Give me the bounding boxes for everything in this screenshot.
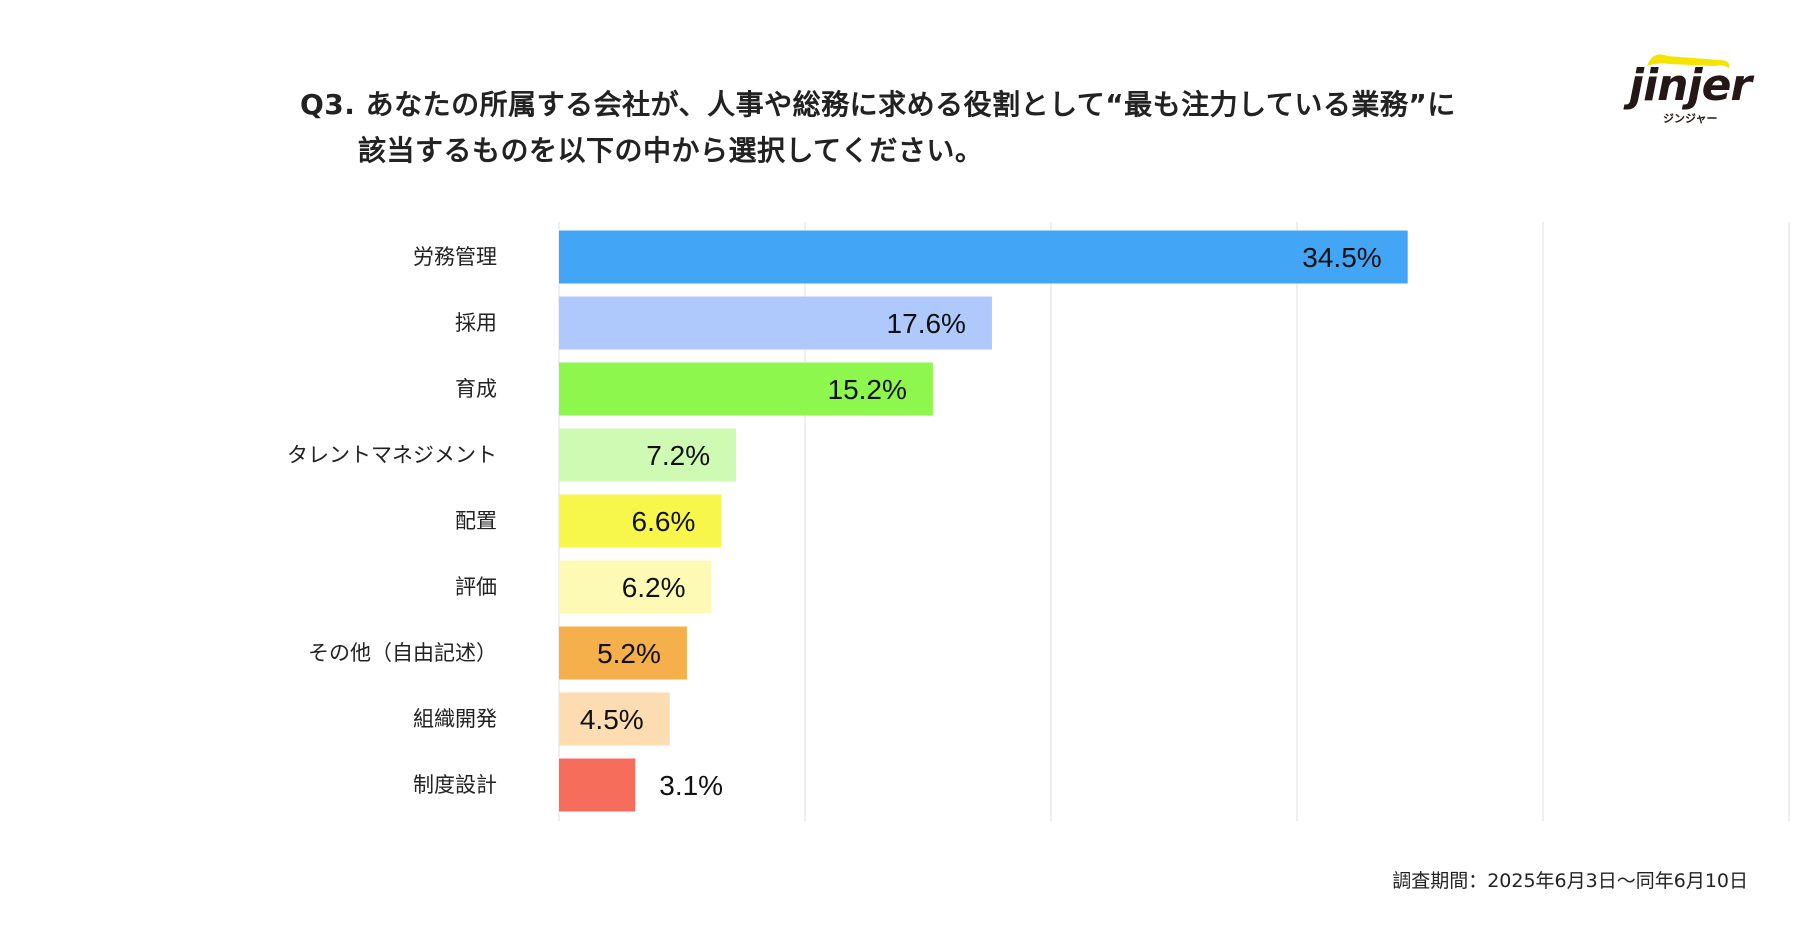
value-label: 34.5% [1302,242,1381,273]
bar [559,692,670,746]
value-label: 15.2% [828,374,907,405]
category-label: 育成 [455,377,497,401]
bar [559,296,992,350]
bar [559,428,737,482]
category-label: 制度設計 [413,773,497,797]
bar [559,626,687,680]
value-label: 6.2% [622,572,686,603]
chart-title: Q3. あなたの所属する会社が、人事や総務に求める役割として“最も注力している業… [300,82,1456,174]
jinjer-logo: jinjer ジンジャー [1625,48,1755,128]
logo-roof-icon [1647,54,1730,68]
value-label: 7.2% [646,440,710,471]
value-label: 5.2% [597,638,661,669]
category-label: 労務管理 [413,245,497,269]
category-label: 評価 [455,575,497,599]
value-label: 6.6% [632,506,696,537]
bar [559,494,722,548]
bar [559,560,712,614]
category-label: 組織開発 [413,707,497,731]
logo-word: jinjer [1629,60,1752,111]
survey-period: 調査期間：2025年6月3日〜同年6月10日 [1392,870,1748,892]
bar [559,362,933,416]
category-label: その他（自由記述） [308,641,497,665]
bar [559,230,1408,284]
category-label: タレントマネジメント [287,443,497,467]
title-line-2: 該当するものを以下の中から選択してください。 [358,134,984,167]
value-label: 4.5% [580,704,644,735]
value-label: 3.1% [659,770,723,801]
title-line-1: Q3. あなたの所属する会社が、人事や総務に求める役割として“最も注力している業… [300,88,1456,121]
bar [559,758,636,812]
value-label: 17.6% [887,308,966,339]
category-label: 配置 [455,509,497,533]
category-label: 採用 [455,311,497,335]
logo-kana: ジンジャー [1663,112,1718,125]
